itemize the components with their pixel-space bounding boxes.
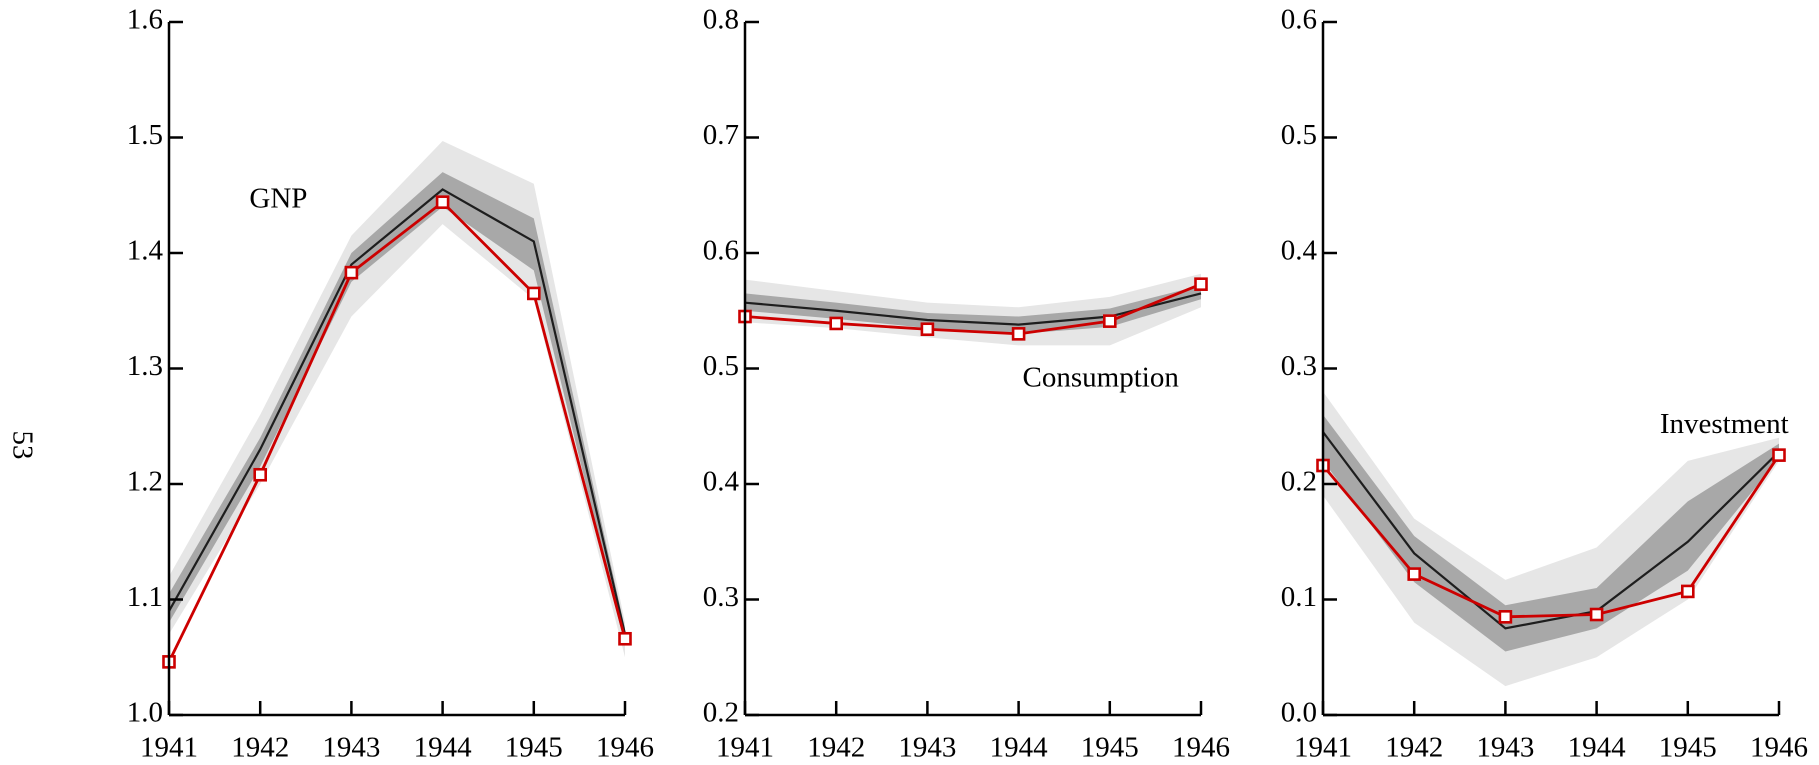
data-point bbox=[1011, 327, 1026, 341]
x-tick-label: 1945 bbox=[1081, 732, 1139, 764]
y-tick-label: 0.0 bbox=[1281, 697, 1317, 729]
data-point bbox=[526, 286, 541, 301]
fan-band bbox=[169, 172, 625, 646]
data-point bbox=[344, 265, 359, 280]
data-point bbox=[1681, 584, 1695, 599]
x-tick-label: 1942 bbox=[1385, 732, 1443, 764]
data-point bbox=[1194, 277, 1208, 291]
y-tick-label: 0.6 bbox=[703, 235, 739, 267]
data-point bbox=[1103, 314, 1117, 328]
y-tick-label: 0.2 bbox=[703, 697, 739, 729]
fan-band bbox=[1323, 391, 1779, 687]
data-point bbox=[829, 316, 844, 331]
annotation: Consumption bbox=[1023, 362, 1180, 394]
fan-band bbox=[745, 285, 1201, 334]
x-tick-label: 1941 bbox=[140, 732, 198, 764]
y-tick-label: 0.7 bbox=[703, 119, 739, 151]
data-point bbox=[1407, 567, 1421, 581]
y-tick-label: 0.6 bbox=[1281, 4, 1317, 36]
y-tick-label: 0.5 bbox=[1281, 119, 1317, 151]
y-tick-label: 0.1 bbox=[1281, 581, 1317, 613]
y-tick-label: 1.2 bbox=[127, 466, 163, 498]
y-tick-label: 1.3 bbox=[127, 350, 163, 382]
y-tick-label: 0.3 bbox=[1281, 350, 1317, 382]
x-tick-label: 1942 bbox=[807, 732, 865, 764]
y-tick-label: 1.1 bbox=[127, 581, 163, 613]
median-line bbox=[744, 292, 1202, 326]
x-tick-label: 1942 bbox=[231, 732, 289, 764]
data-point bbox=[1772, 448, 1786, 462]
x-tick-label: 1944 bbox=[990, 732, 1049, 764]
annotation: Investment bbox=[1660, 408, 1789, 440]
x-tick-label: 1946 bbox=[596, 732, 654, 764]
median-line bbox=[168, 188, 627, 635]
data-point bbox=[435, 195, 450, 209]
data-point bbox=[1498, 610, 1513, 624]
data-point bbox=[920, 322, 935, 337]
data-point bbox=[618, 631, 632, 646]
x-tick-label: 1946 bbox=[1750, 732, 1808, 764]
data-point bbox=[253, 467, 267, 482]
x-tick-label: 1943 bbox=[322, 732, 380, 764]
x-tick-label: 1945 bbox=[505, 732, 563, 764]
y-tick-label: 1.0 bbox=[127, 697, 163, 729]
y-tick-label: 1.5 bbox=[127, 119, 163, 151]
fan-band bbox=[1323, 414, 1779, 652]
x-tick-label: 1943 bbox=[1476, 732, 1534, 764]
data-line bbox=[167, 200, 627, 663]
y-tick-label: 0.2 bbox=[1281, 466, 1317, 498]
y-tick-label: 0.4 bbox=[1281, 235, 1318, 267]
y-tick-label: 0.8 bbox=[703, 4, 739, 36]
y-tick-label: 0.4 bbox=[703, 466, 740, 498]
y-tick-label: 1.6 bbox=[127, 4, 163, 36]
x-tick-label: 1945 bbox=[1659, 732, 1717, 764]
page-number: 53 bbox=[6, 431, 38, 460]
data-line bbox=[1321, 454, 1781, 619]
annotation: GNP bbox=[249, 183, 307, 215]
y-tick-label: 0.5 bbox=[703, 350, 739, 382]
y-tick-label: 1.4 bbox=[127, 235, 164, 267]
x-tick-label: 1944 bbox=[414, 732, 473, 764]
x-tick-label: 1941 bbox=[1294, 732, 1352, 764]
x-tick-label: 1941 bbox=[716, 732, 774, 764]
data-line bbox=[744, 282, 1202, 336]
x-tick-label: 1944 bbox=[1568, 732, 1627, 764]
y-tick-label: 0.3 bbox=[703, 581, 739, 613]
x-tick-label: 1946 bbox=[1172, 732, 1230, 764]
median-line bbox=[1322, 431, 1780, 630]
x-tick-label: 1943 bbox=[898, 732, 956, 764]
data-point bbox=[1589, 607, 1604, 622]
